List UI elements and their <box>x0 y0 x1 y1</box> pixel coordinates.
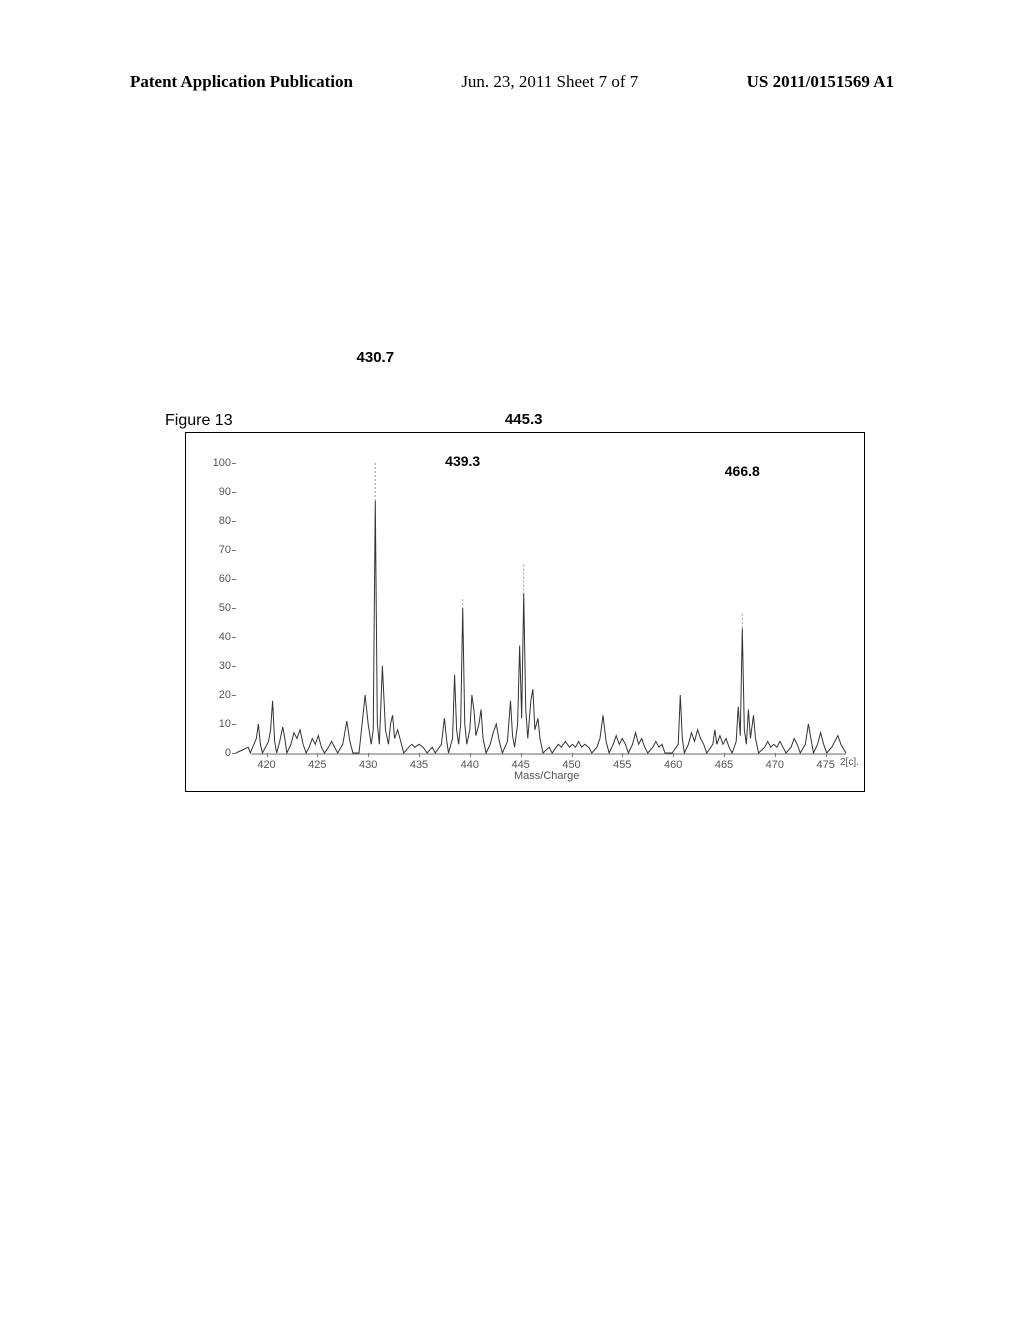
x-tick-label: 435 <box>410 759 428 771</box>
x-axis-title: Mass/Charge <box>514 770 579 782</box>
y-tick-label: 90 <box>206 486 231 498</box>
x-tick-label: 455 <box>613 759 631 771</box>
y-tick-mark <box>232 637 236 638</box>
header-patent-number: US 2011/0151569 A1 <box>747 72 894 92</box>
x-tick-mark <box>622 753 623 757</box>
x-tick-label: 465 <box>715 759 733 771</box>
y-tick-label: 40 <box>206 631 231 643</box>
x-tick-label: 420 <box>257 759 275 771</box>
page-header: Patent Application Publication Jun. 23, … <box>0 72 1024 92</box>
y-tick-mark <box>232 492 236 493</box>
y-tick-label: 30 <box>206 660 231 672</box>
figure-label: Figure 13 <box>165 412 233 430</box>
y-tick-label: 60 <box>206 573 231 585</box>
x-tick-mark <box>673 753 674 757</box>
x-tick-mark <box>724 753 725 757</box>
y-tick-mark <box>232 666 236 667</box>
y-tick-label: 50 <box>206 602 231 614</box>
x-tick-mark <box>521 753 522 757</box>
x-tick-mark <box>572 753 573 757</box>
plot-area <box>236 463 846 753</box>
header-publication: Patent Application Publication <box>130 72 353 92</box>
peak-label: 439.3 <box>445 453 480 469</box>
x-tick-mark <box>419 753 420 757</box>
spectrum-svg <box>236 463 846 763</box>
x-tick-label: 430 <box>359 759 377 771</box>
y-tick-label: 100 <box>206 457 231 469</box>
y-tick-mark <box>232 724 236 725</box>
y-tick-label: 10 <box>206 718 231 730</box>
y-tick-label: 70 <box>206 544 231 556</box>
x-tick-label: 470 <box>766 759 784 771</box>
peak-label: 445.3 <box>505 411 543 428</box>
y-tick-mark <box>232 608 236 609</box>
y-tick-label: 20 <box>206 689 231 701</box>
x-tick-mark <box>775 753 776 757</box>
x-tick-mark <box>470 753 471 757</box>
peak-label: 466.8 <box>725 463 760 479</box>
x-end-annotation: 2[c]. <box>840 757 859 768</box>
peak-label: 430.7 <box>357 349 395 366</box>
x-tick-mark <box>368 753 369 757</box>
mass-spectrum-chart: 0102030405060708090100420425430435440445… <box>185 432 865 792</box>
x-tick-mark <box>267 753 268 757</box>
x-tick-label: 475 <box>816 759 834 771</box>
y-tick-mark <box>232 550 236 551</box>
x-tick-mark <box>826 753 827 757</box>
y-tick-mark <box>232 695 236 696</box>
y-tick-label: 0 <box>206 747 231 759</box>
y-tick-mark <box>232 521 236 522</box>
y-tick-mark <box>232 463 236 464</box>
x-tick-label: 460 <box>664 759 682 771</box>
x-tick-label: 440 <box>461 759 479 771</box>
y-tick-mark <box>232 579 236 580</box>
x-tick-mark <box>317 753 318 757</box>
y-tick-label: 80 <box>206 515 231 527</box>
y-tick-mark <box>232 753 236 754</box>
x-tick-label: 425 <box>308 759 326 771</box>
header-date-sheet: Jun. 23, 2011 Sheet 7 of 7 <box>461 72 638 92</box>
